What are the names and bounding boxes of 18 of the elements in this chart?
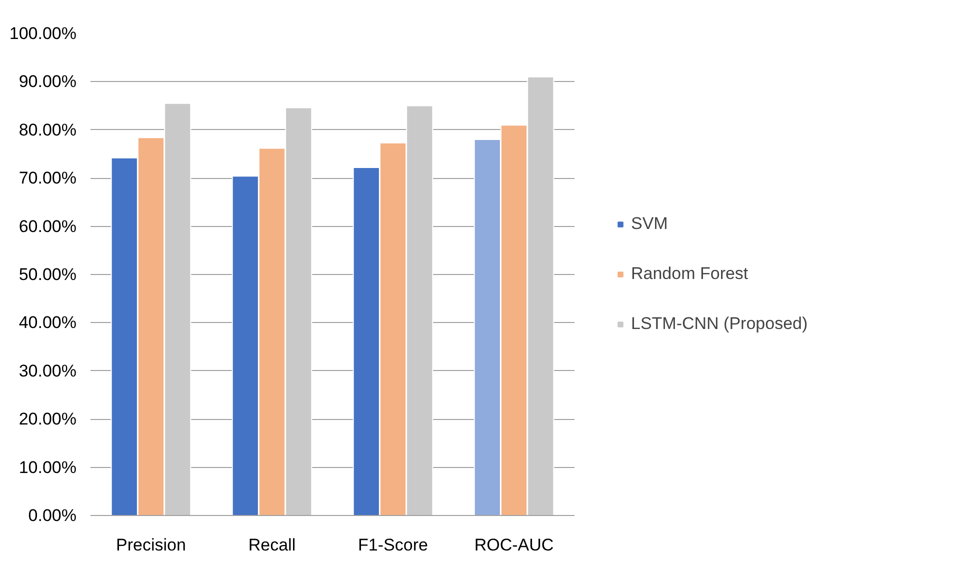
x-tick-label: ROC-AUC: [474, 536, 554, 554]
y-tick-label: 0.00%: [28, 506, 76, 525]
y-tick-label: 90.00%: [18, 72, 77, 92]
x-tick-label: F1-Score: [358, 536, 428, 554]
legend-label: LSTM-CNN (Proposed): [631, 314, 808, 334]
y-tick-label: 60.00%: [18, 216, 77, 236]
x-tick-label: Precision: [116, 536, 186, 554]
y-tick-label: 10.00%: [18, 458, 77, 477]
y-tick-label: 30.00%: [18, 361, 77, 380]
legend-label: Random Forest: [631, 264, 748, 284]
y-tick-label: 40.00%: [18, 313, 77, 332]
y-tick-label: 20.00%: [18, 410, 77, 429]
y-tick-label: 100.00%: [9, 24, 77, 43]
y-tick-label: 70.00%: [18, 168, 77, 188]
y-tick-label: 80.00%: [18, 120, 77, 140]
y-tick-label: 50.00%: [18, 265, 77, 284]
x-tick-label: Recall: [248, 536, 296, 554]
legend-label: SVM: [631, 214, 668, 234]
